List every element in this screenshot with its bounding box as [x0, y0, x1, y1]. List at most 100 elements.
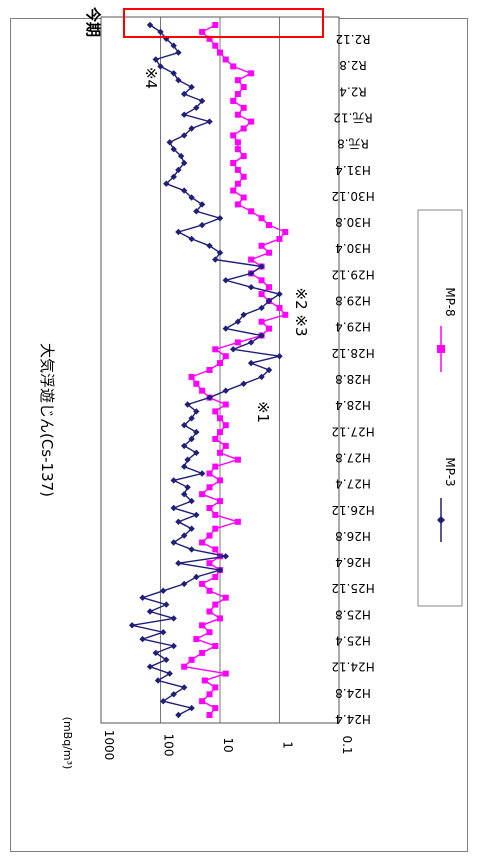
x-tick-label: H26.12: [331, 503, 374, 517]
data-point: [248, 256, 255, 263]
data-point: [175, 518, 182, 525]
legend-entry-mp3: MP-3: [437, 457, 457, 542]
data-point: [247, 284, 255, 291]
data-point: [170, 539, 177, 546]
x-tick-label: H28.12: [331, 346, 374, 360]
data-point: [222, 442, 229, 449]
data-point: [193, 449, 200, 456]
x-tick-label: H30.4: [335, 241, 371, 255]
data-point: [282, 229, 289, 235]
data-point: [170, 504, 177, 512]
data-point: [188, 546, 195, 553]
data-point: [180, 463, 188, 470]
data-point: [128, 622, 136, 629]
data-point: [206, 394, 213, 401]
x-tick-label: R元.12: [333, 110, 372, 124]
data-point: [193, 104, 200, 111]
data-point: [258, 215, 265, 222]
current-period-highlight: [123, 8, 324, 38]
data-point: [193, 428, 200, 436]
data-point: [163, 601, 170, 608]
data-point: [217, 553, 223, 560]
data-point: [212, 546, 219, 553]
x-tick-label: R2.4: [339, 84, 366, 98]
data-point: [206, 587, 213, 594]
data-point: [248, 70, 255, 77]
x-tick-label: H29.12: [331, 267, 374, 281]
data-point: [217, 615, 223, 622]
annotation-4: ※4: [142, 67, 160, 89]
data-point: [188, 704, 195, 712]
data-point: [180, 90, 188, 98]
data-point: [198, 201, 206, 208]
data-point: [234, 166, 241, 173]
x-tick-label: H27.8: [335, 450, 371, 464]
data-point: [230, 346, 237, 353]
data-point: [230, 132, 237, 139]
data-point: [206, 691, 213, 698]
data-point: [222, 387, 229, 394]
data-point: [175, 77, 182, 84]
data-point: [184, 484, 191, 491]
data-point: [247, 339, 255, 346]
data-point: [206, 118, 213, 125]
data-point: [181, 663, 188, 670]
data-point: [247, 270, 255, 277]
data-point: [216, 215, 224, 222]
data-point: [199, 491, 206, 498]
data-point: [206, 608, 213, 615]
data-point: [265, 366, 273, 374]
data-point: [240, 125, 247, 132]
data-point: [212, 684, 219, 691]
data-point: [240, 380, 247, 387]
data-point: [175, 166, 182, 174]
data-point: [206, 35, 213, 42]
data-point: [193, 408, 200, 415]
data-point: [266, 325, 273, 332]
data-point: [198, 470, 206, 477]
data-point: [247, 359, 255, 367]
data-point: [139, 635, 146, 643]
legend-marker-mp8: [437, 345, 445, 353]
data-point: [222, 401, 229, 408]
data-point: [199, 649, 206, 656]
data-point: [188, 373, 195, 380]
data-point: [234, 201, 241, 208]
data-point: [206, 367, 213, 373]
data-point: [276, 290, 283, 298]
data-point: [139, 594, 146, 601]
y-tick-label: 0.1: [340, 735, 354, 754]
series-group: [128, 21, 289, 719]
annotation-2-3: ※2 ※3: [292, 288, 310, 337]
data-point: [217, 498, 223, 505]
data-point: [212, 22, 219, 28]
data-point: [193, 208, 200, 215]
data-point: [175, 560, 182, 567]
data-point: [230, 97, 237, 104]
x-tick-label: H27.4: [335, 477, 371, 491]
data-point: [193, 380, 200, 387]
data-point: [206, 532, 213, 539]
data-point: [216, 249, 224, 256]
data-point: [157, 28, 164, 36]
data-point: [217, 477, 223, 484]
data-point: [258, 318, 265, 325]
data-point: [217, 49, 223, 56]
data-point: [258, 332, 265, 339]
data-point: [212, 525, 219, 532]
data-point: [240, 84, 247, 91]
y-tick-label: 1: [281, 741, 295, 749]
data-point: [206, 712, 213, 718]
data-point: [258, 291, 265, 298]
data-point: [180, 132, 188, 139]
data-point: [193, 573, 200, 581]
data-point: [212, 463, 219, 470]
data-point: [234, 146, 241, 153]
data-point: [212, 511, 219, 518]
data-point: [240, 311, 247, 318]
data-point: [240, 104, 247, 111]
y-axis-label: (mBq/m³): [61, 717, 74, 770]
data-point: [265, 297, 273, 305]
data-point: [201, 677, 208, 684]
legend-label-mp8: MP-8: [443, 287, 457, 316]
